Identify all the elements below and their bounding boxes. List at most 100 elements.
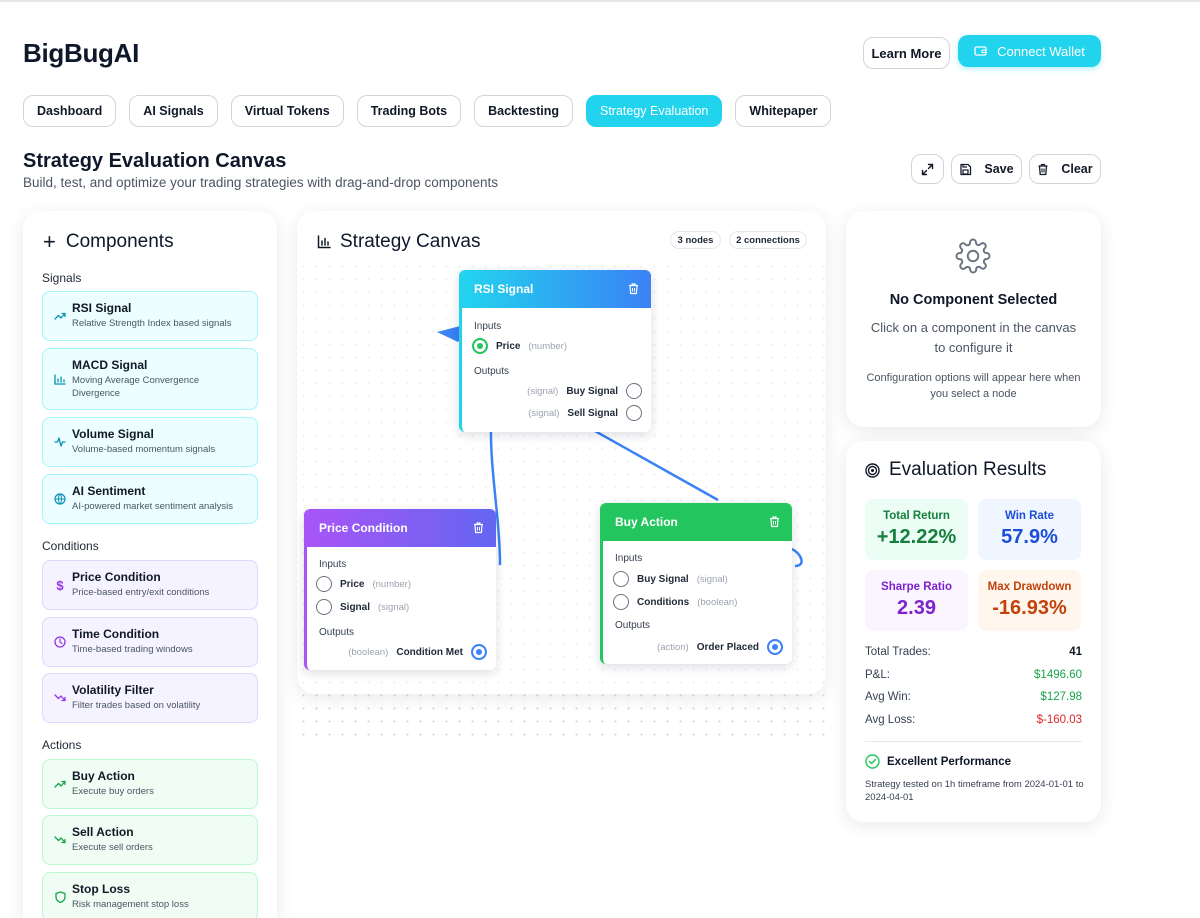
port-handle[interactable] — [613, 594, 629, 610]
port-handle[interactable] — [767, 639, 783, 655]
main-nav: Dashboard AI Signals Virtual Tokens Trad… — [23, 95, 832, 127]
top-divider — [0, 0, 1200, 2]
port-handle[interactable] — [316, 576, 332, 592]
trash-icon — [1038, 163, 1048, 175]
node-header[interactable]: RSI Signal — [462, 270, 651, 308]
port-handle[interactable] — [316, 599, 332, 615]
node-rsi-signal[interactable]: RSI Signal Inputs Price (number) Outputs… — [459, 270, 651, 432]
tab-backtesting[interactable]: Backtesting — [474, 95, 573, 127]
performance-status: Excellent Performance — [865, 754, 1011, 769]
port-buy-signal-input[interactable]: Buy Signal (signal) — [613, 571, 728, 587]
port-name: Conditions — [637, 596, 690, 608]
port-condition-met-output[interactable]: (boolean) Condition Met — [348, 644, 487, 660]
port-handle[interactable] — [626, 383, 642, 399]
tab-trading-bots[interactable]: Trading Bots — [356, 95, 462, 127]
stat-value: 41 — [1069, 646, 1082, 658]
delete-icon[interactable] — [769, 516, 780, 528]
component-name: MACD Signal — [72, 358, 148, 373]
port-type: (boolean) — [348, 646, 389, 658]
tab-ai-signals[interactable]: AI Signals — [129, 95, 218, 127]
inputs-label: Inputs — [615, 553, 643, 564]
component-name: Buy Action — [72, 769, 135, 784]
port-signal-input[interactable]: Signal (signal) — [316, 599, 409, 615]
component-price-condition[interactable]: $ Price Condition Price-based entry/exit… — [42, 560, 258, 610]
component-sell-action[interactable]: Sell Action Execute sell orders — [42, 815, 258, 865]
port-handle[interactable] — [626, 405, 642, 421]
metric-value: -16.93% — [992, 597, 1067, 619]
port-handle[interactable] — [472, 338, 488, 354]
save-button[interactable]: Save — [951, 154, 1022, 184]
node-header[interactable]: Price Condition — [307, 509, 496, 547]
trending-up-icon — [53, 777, 67, 791]
target-icon — [865, 462, 880, 478]
port-handle[interactable] — [613, 571, 629, 587]
port-name: Signal — [340, 601, 371, 613]
port-type: (boolean) — [697, 596, 738, 608]
port-name: Condition Met — [396, 646, 463, 658]
metric-max-drawdown: Max Drawdown -16.93% — [978, 570, 1081, 631]
component-ai-sentiment[interactable]: AI Sentiment AI-powered market sentiment… — [42, 474, 258, 524]
section-label-actions: Actions — [42, 738, 82, 752]
node-buy-action[interactable]: Buy Action Inputs Buy Signal (signal) Co… — [600, 503, 792, 664]
tab-virtual-tokens[interactable]: Virtual Tokens — [230, 95, 344, 127]
outputs-label: Outputs — [615, 620, 651, 631]
clear-button[interactable]: Clear — [1029, 154, 1101, 184]
metric-sharpe-ratio: Sharpe Ratio 2.39 — [865, 570, 968, 631]
app-logo[interactable]: BigBugAI — [23, 38, 140, 68]
component-rsi-signal[interactable]: RSI Signal Relative Strength Index based… — [42, 291, 258, 341]
stat-total-trades: Total Trades: 41 — [865, 646, 1082, 658]
stat-value: $1496.60 — [1034, 669, 1082, 681]
component-macd-signal[interactable]: MACD Signal Moving Average Convergence D… — [42, 348, 258, 410]
port-order-placed-output[interactable]: (action) Order Placed — [657, 639, 783, 655]
tab-whitepaper[interactable]: Whitepaper — [735, 95, 832, 127]
delete-icon[interactable] — [628, 283, 639, 295]
port-price-input[interactable]: Price (number) — [316, 576, 411, 592]
section-label-signals: Signals — [42, 271, 82, 285]
component-volatility-filter[interactable]: Volatility Filter Filter trades based on… — [42, 673, 258, 723]
metric-value: 57.9% — [1001, 526, 1058, 548]
save-label: Save — [984, 162, 1014, 176]
stat-pnl: P&L: $1496.60 — [865, 669, 1082, 681]
node-title: Price Condition — [319, 521, 408, 535]
metric-value: 2.39 — [897, 597, 936, 619]
port-sell-signal-output[interactable]: (signal) Sell Signal — [528, 405, 642, 421]
component-name: Sell Action — [72, 825, 134, 840]
component-time-condition[interactable]: Time Condition Time-based trading window… — [42, 617, 258, 667]
port-name: Price — [496, 340, 521, 352]
component-description: Moving Average Convergence Divergence — [72, 375, 200, 399]
port-buy-signal-output[interactable]: (signal) Buy Signal — [527, 383, 642, 399]
port-price-input[interactable]: Price (number) — [472, 338, 567, 354]
tab-dashboard[interactable]: Dashboard — [23, 95, 117, 127]
canvas-title: Strategy Canvas — [340, 231, 481, 252]
port-name: Price — [340, 578, 365, 590]
port-handle[interactable] — [471, 644, 487, 660]
results-divider — [865, 741, 1082, 742]
component-stop-loss[interactable]: Stop Loss Risk management stop loss — [42, 872, 258, 918]
node-header[interactable]: Buy Action — [603, 503, 792, 541]
fullscreen-button[interactable] — [911, 154, 944, 184]
test-note: Strategy tested on 1h timeframe from 202… — [865, 779, 1084, 803]
delete-icon[interactable] — [473, 522, 484, 534]
port-type: (number) — [372, 578, 412, 590]
outputs-label: Outputs — [474, 366, 510, 377]
learn-more-button[interactable]: Learn More — [863, 37, 950, 69]
port-type: (signal) — [378, 601, 410, 613]
save-icon — [960, 163, 972, 175]
tab-strategy-evaluation[interactable]: Strategy Evaluation — [585, 95, 723, 127]
connect-wallet-label: Connect Wallet — [997, 43, 1085, 59]
node-price-condition[interactable]: Price Condition Inputs Price (number) Si… — [304, 509, 496, 670]
activity-icon — [53, 435, 67, 449]
dollar-icon: $ — [56, 577, 64, 593]
port-type: (signal) — [528, 407, 560, 419]
component-description: AI-powered market sentiment analysis — [72, 501, 234, 513]
port-conditions-input[interactable]: Conditions (boolean) — [613, 594, 737, 610]
port-name: Buy Signal — [566, 385, 618, 397]
connect-wallet-button[interactable]: Connect Wallet — [958, 35, 1101, 67]
node-title: RSI Signal — [474, 282, 534, 296]
component-name: Time Condition — [72, 627, 160, 642]
component-buy-action[interactable]: Buy Action Execute buy orders — [42, 759, 258, 809]
stat-value: $127.98 — [1040, 691, 1082, 703]
globe-icon — [53, 492, 67, 506]
component-volume-signal[interactable]: Volume Signal Volume-based momentum sign… — [42, 417, 258, 467]
metric-label: Total Return — [883, 510, 950, 522]
